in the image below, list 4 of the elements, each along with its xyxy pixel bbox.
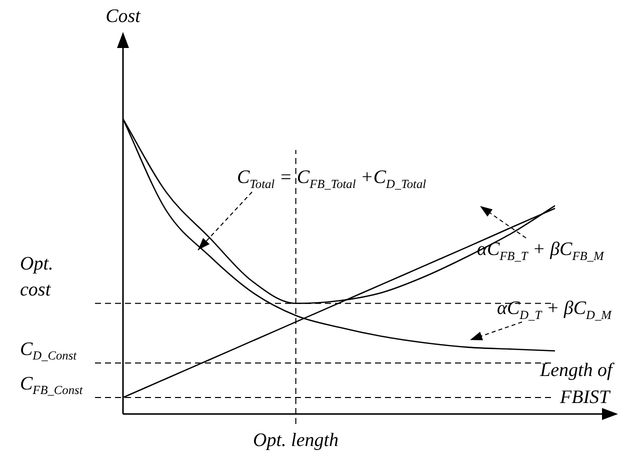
ref-line-label: Opt. cost <box>20 253 54 300</box>
y-axis-title: Cost <box>106 6 142 27</box>
x-axis-title: Length of FBIST <box>539 360 616 408</box>
text: Opt. length <box>253 430 339 451</box>
